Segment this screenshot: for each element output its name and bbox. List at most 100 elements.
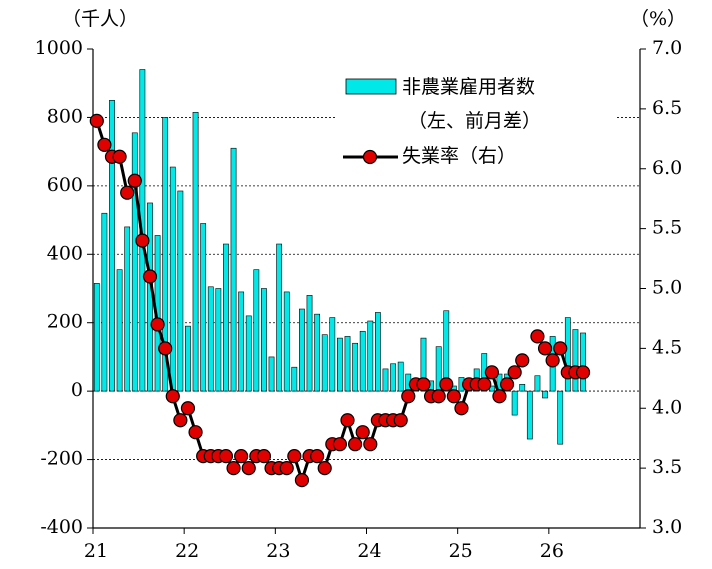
bar	[124, 226, 131, 392]
bar	[397, 361, 404, 392]
marker	[218, 449, 234, 464]
marker	[454, 401, 469, 416]
bar	[276, 243, 283, 392]
y-tick-label: -400	[40, 516, 83, 538]
marker	[173, 413, 188, 428]
marker	[537, 341, 553, 356]
x-tick-label: 21	[84, 540, 108, 562]
bar	[390, 363, 396, 392]
marker	[393, 413, 408, 428]
bar	[192, 111, 199, 392]
x-tick-label: 24	[357, 540, 381, 562]
legend-marker	[362, 149, 378, 165]
y2-tick-label: 5.0	[652, 277, 682, 299]
marker	[135, 233, 150, 248]
marker	[401, 389, 416, 404]
bar	[314, 313, 321, 392]
marker	[446, 389, 461, 404]
x-tick-label: 23	[266, 540, 290, 562]
legend-label: 失業率（右）	[402, 145, 516, 167]
bar	[109, 100, 115, 392]
marker	[363, 437, 378, 452]
marker	[545, 353, 560, 368]
x-tick-label: 22	[175, 540, 199, 562]
bar	[367, 320, 374, 392]
y2-tick-label: 6.5	[652, 97, 682, 119]
bar	[382, 368, 389, 392]
bar	[238, 291, 245, 392]
marker	[484, 365, 499, 380]
marker	[142, 269, 158, 284]
y-tick-label: 400	[47, 242, 83, 264]
marker	[89, 113, 104, 128]
bar	[230, 147, 237, 392]
bar	[101, 212, 108, 392]
bar	[253, 269, 260, 392]
legend-label: 非農業雇用者数	[402, 76, 535, 98]
x-tick-label: 25	[449, 540, 473, 562]
marker	[355, 425, 370, 440]
bar	[359, 330, 366, 392]
marker	[553, 341, 568, 356]
y-unit-label: （千人）	[62, 8, 138, 30]
marker	[127, 173, 142, 188]
marker	[431, 389, 446, 404]
marker	[332, 437, 348, 452]
y2-tick-label: 4.0	[652, 396, 682, 418]
bar	[542, 390, 548, 399]
bar	[526, 390, 533, 440]
marker	[416, 377, 431, 392]
bar	[116, 269, 123, 392]
y-tick-label: 600	[47, 174, 83, 196]
bar	[374, 312, 381, 392]
marker	[112, 149, 127, 164]
bar	[580, 332, 586, 392]
marker	[507, 365, 522, 380]
marker	[120, 185, 135, 200]
marker	[477, 377, 492, 392]
bar	[564, 317, 571, 392]
bar	[291, 366, 298, 392]
marker	[492, 389, 507, 404]
marker	[241, 461, 256, 476]
bar	[223, 243, 229, 392]
bar	[534, 375, 541, 392]
bar	[572, 329, 579, 392]
bar	[261, 288, 267, 392]
legend-swatch	[345, 78, 397, 95]
marker	[340, 413, 355, 428]
marker	[256, 449, 272, 464]
bar	[215, 288, 222, 392]
bar	[245, 315, 252, 392]
bar	[329, 317, 336, 392]
marker	[279, 461, 294, 476]
bar	[200, 223, 207, 392]
y-tick-label: -200	[40, 448, 83, 470]
bar	[344, 336, 351, 392]
bar	[299, 308, 305, 392]
y-tick-label: 0	[71, 379, 83, 401]
marker	[530, 329, 545, 344]
bar	[321, 334, 328, 392]
marker	[515, 353, 530, 368]
x-tick-label: 26	[540, 540, 564, 562]
marker	[150, 317, 165, 332]
marker	[97, 137, 112, 152]
y2-unit-label: （%）	[630, 8, 686, 30]
y-tick-label: 800	[47, 105, 83, 127]
bar	[93, 283, 100, 392]
marker	[165, 389, 180, 404]
legend-label: （左、前月差）	[408, 110, 541, 132]
y2-tick-label: 3.5	[652, 456, 682, 478]
marker	[158, 341, 173, 356]
marker	[575, 365, 591, 380]
bar	[511, 390, 518, 416]
bar	[131, 132, 138, 392]
marker	[234, 449, 249, 464]
y2-tick-label: 6.0	[652, 157, 682, 179]
bar	[352, 342, 359, 392]
bar	[557, 390, 564, 445]
bar	[268, 356, 275, 392]
y2-tick-label: 5.5	[652, 217, 682, 239]
